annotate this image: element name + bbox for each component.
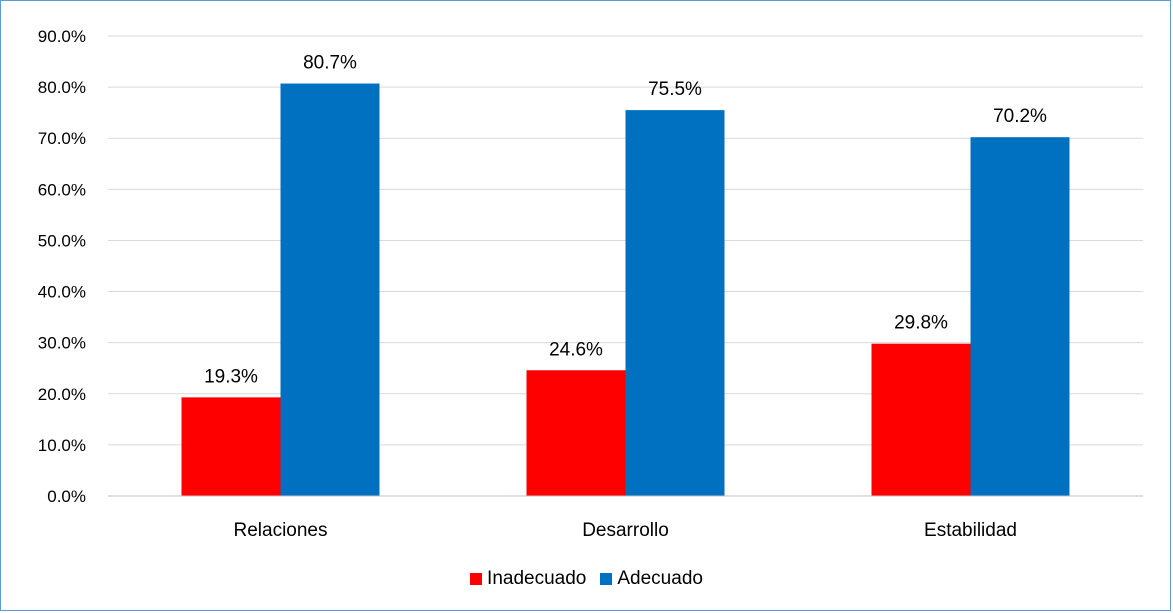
data-label-adecuado-relaciones: 80.7%: [303, 53, 357, 74]
y-tick-label: 30.0%: [38, 334, 86, 353]
bars: [181, 83, 1070, 497]
y-tick-label: 20.0%: [38, 385, 86, 404]
y-tick-label: 80.0%: [38, 78, 86, 97]
legend-item-adecuado: Adecuado: [600, 568, 703, 590]
data-labels: 19.3% 80.7% 24.6% 75.5% 29.8% 70.2%: [204, 53, 1047, 388]
y-tick-label: 90.0%: [38, 27, 86, 46]
legend-label-adecuado: Adecuado: [617, 568, 703, 589]
data-label-inadecuado-desarrollo: 24.6%: [549, 339, 603, 360]
bar-inadecuado-desarrollo: [526, 370, 626, 496]
y-tick-label: 10.0%: [38, 436, 86, 455]
legend: Inadecuado Adecuado: [0, 568, 1173, 590]
bar-adecuado-relaciones: [280, 83, 380, 497]
y-tick-label: 40.0%: [38, 283, 86, 302]
legend-item-inadecuado: Inadecuado: [470, 568, 586, 590]
legend-swatch-inadecuado: [470, 573, 483, 585]
y-tick-label: 70.0%: [38, 129, 86, 148]
legend-label-inadecuado: Inadecuado: [487, 568, 587, 589]
x-tick-label-desarrollo: Desarrollo: [582, 520, 669, 541]
bar-inadecuado-relaciones: [181, 397, 281, 496]
x-tick-label-estabilidad: Estabilidad: [924, 520, 1017, 541]
data-label-adecuado-estabilidad: 70.2%: [993, 106, 1047, 127]
y-tick-label: 50.0%: [38, 231, 86, 250]
x-tick-label-relaciones: Relaciones: [234, 520, 328, 541]
y-tick-label: 0.0%: [47, 487, 86, 506]
legend-swatch-adecuado: [600, 573, 613, 585]
data-label-adecuado-desarrollo: 75.5%: [648, 79, 702, 100]
bar-inadecuado-estabilidad: [871, 343, 971, 496]
data-label-inadecuado-estabilidad: 29.8%: [894, 313, 948, 334]
x-axis-tick-labels: Relaciones Desarrollo Estabilidad: [108, 495, 1143, 541]
bar-adecuado-desarrollo: [625, 110, 725, 496]
data-label-inadecuado-relaciones: 19.3%: [204, 366, 258, 387]
bar-adecuado-estabilidad: [970, 137, 1070, 496]
y-axis-tick-labels: 0.0% 10.0% 20.0% 30.0% 40.0% 50.0% 60.0% 70.0% 8…: [38, 27, 86, 506]
y-tick-label: 60.0%: [38, 180, 86, 199]
